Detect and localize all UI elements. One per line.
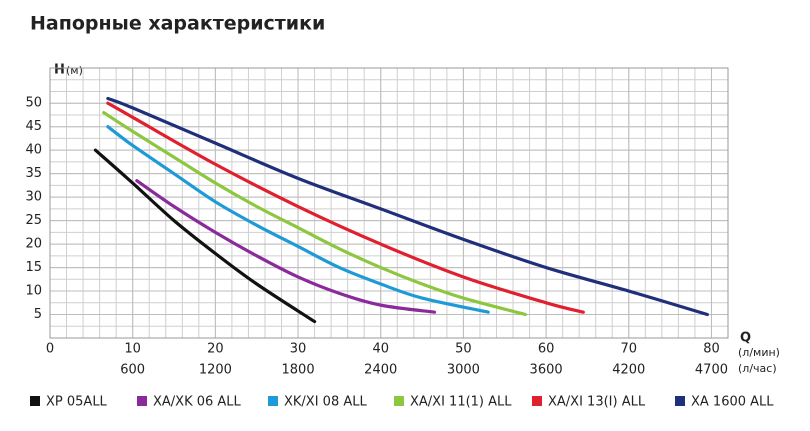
x2-tick-label: 2400 bbox=[364, 363, 397, 378]
x2-axis-unit: (л/час) bbox=[738, 362, 777, 375]
x-axis-label: Q bbox=[740, 331, 751, 346]
y-tick-label: 45 bbox=[25, 119, 42, 134]
legend-swatch bbox=[394, 396, 404, 406]
y-axis-label: H bbox=[54, 63, 65, 78]
x-tick-label: 80 bbox=[703, 342, 720, 357]
x-tick-label: 70 bbox=[621, 342, 638, 357]
legend-swatch bbox=[137, 396, 147, 406]
y-tick-label: 15 bbox=[25, 260, 42, 275]
x2-tick-label: 1200 bbox=[199, 363, 232, 378]
legend-label: XA/XK 06 ALL bbox=[153, 395, 242, 410]
series-line bbox=[93, 148, 317, 324]
y-tick-label: 40 bbox=[25, 143, 42, 158]
x-tick-label: 20 bbox=[207, 342, 224, 357]
x2-tick-label: 3600 bbox=[530, 363, 563, 378]
y-tick-label: 20 bbox=[25, 237, 42, 252]
legend-label: XP 05ALL bbox=[46, 395, 108, 410]
legend-label: XK/XI 08 ALL bbox=[284, 395, 367, 410]
x-axis-unit: (л/мин) bbox=[738, 346, 780, 359]
x-tick-label: 40 bbox=[372, 342, 389, 357]
x-tick-label: 60 bbox=[538, 342, 555, 357]
y-axis-unit: (м) bbox=[66, 64, 83, 77]
series-line bbox=[106, 96, 709, 317]
legend-swatch bbox=[268, 396, 278, 406]
x2-tick-label: 4200 bbox=[612, 363, 645, 378]
x-tick-label: 0 bbox=[46, 342, 54, 357]
legend-label: XA/XI 13(I) ALL bbox=[548, 395, 646, 410]
x-tick-label: 10 bbox=[124, 342, 141, 357]
y-tick-label: 35 bbox=[25, 166, 42, 181]
x2-tick-label: 1800 bbox=[282, 363, 315, 378]
x-tick-label: 50 bbox=[455, 342, 472, 357]
chart-title: Напорные характеристики bbox=[30, 13, 325, 35]
y-tick-label: 25 bbox=[25, 213, 42, 228]
series-line bbox=[106, 125, 490, 314]
series-line bbox=[106, 101, 585, 314]
legend-swatch bbox=[532, 396, 542, 406]
legend-swatch bbox=[30, 396, 40, 406]
x-tick-label: 30 bbox=[290, 342, 307, 357]
series-line bbox=[102, 111, 528, 317]
y-tick-label: 50 bbox=[25, 96, 42, 111]
x2-tick-label: 3000 bbox=[447, 363, 480, 378]
y-tick-label: 30 bbox=[25, 190, 42, 205]
legend-label: XA/XI 11(1) ALL bbox=[410, 395, 512, 410]
x2-tick-label: 600 bbox=[120, 363, 145, 378]
series-line bbox=[135, 179, 437, 314]
legend-swatch bbox=[675, 396, 685, 406]
x2-tick-label: 4700 bbox=[695, 363, 728, 378]
y-tick-label: 10 bbox=[25, 284, 42, 299]
plot-border bbox=[49, 67, 729, 339]
legend-label: XA 1600 ALL bbox=[691, 395, 774, 410]
y-tick-label: 5 bbox=[34, 307, 42, 322]
